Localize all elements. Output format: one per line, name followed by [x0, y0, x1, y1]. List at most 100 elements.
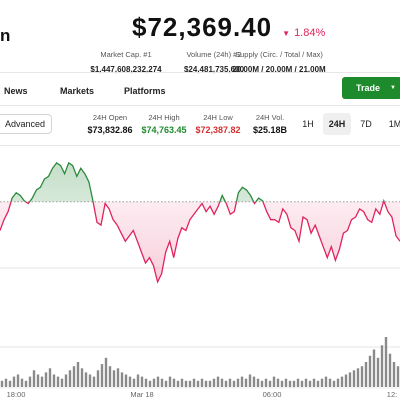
- stat-supply: Supply (Circ. / Total / Max) 20.00M / 20…: [226, 50, 332, 74]
- volume-bar: [388, 353, 392, 387]
- volume-bar: [0, 380, 4, 388]
- volume-bar: [288, 380, 292, 388]
- volume-bar: [328, 378, 332, 387]
- price-area-down: [0, 201, 400, 282]
- volume-bar: [224, 380, 228, 388]
- volume-bar: [100, 364, 104, 387]
- volume-bar: [392, 362, 396, 387]
- volume-bar: [280, 380, 284, 388]
- range-7d-button[interactable]: 7D: [360, 119, 372, 129]
- range-24h-button[interactable]: 24H: [323, 113, 351, 135]
- volume-bar: [72, 366, 76, 387]
- price-line-down: [0, 201, 400, 284]
- volume-bar: [152, 378, 156, 387]
- volume-bar: [312, 378, 316, 387]
- volume-bar: [140, 376, 144, 387]
- price-change-badge: ▼ 1.84%: [282, 27, 325, 39]
- stat-24h-volume: 24H Vol. $25.18B: [248, 113, 292, 135]
- current-price: $72,369.40: [132, 12, 273, 42]
- volume-bar: [316, 380, 320, 388]
- volume-bar: [128, 376, 132, 387]
- volume-bar: [148, 380, 152, 388]
- volume-bar: [220, 378, 224, 387]
- range-1m-button[interactable]: 1M: [388, 119, 400, 129]
- price-area-up: [0, 162, 400, 202]
- tab-platforms[interactable]: Platforms: [124, 86, 166, 96]
- volume-bar: [88, 374, 92, 387]
- stat-24h-open: 24H Open $73,832.86: [84, 113, 136, 135]
- ohl-value: $74,763.45: [141, 125, 187, 135]
- volume-bar: [356, 368, 360, 388]
- volume-bar: [56, 376, 60, 387]
- volume-bar: [60, 378, 64, 387]
- volume-bar: [268, 380, 272, 388]
- volume-bar: [168, 376, 172, 387]
- stat-value: 20.00M / 20.00M / 21.00M: [232, 65, 326, 74]
- volume-bar: [52, 374, 56, 387]
- volume-bar: [276, 378, 280, 387]
- price-header: $72,369.40 ▼ 1.84%: [132, 12, 325, 43]
- ohl-label: 24H Open: [92, 113, 128, 122]
- volume-bar: [4, 378, 8, 387]
- volume-bar: [216, 376, 220, 387]
- volume-bar: [172, 378, 176, 387]
- volume-bar: [256, 378, 260, 387]
- range-1h-button[interactable]: 1H: [302, 119, 314, 129]
- x-tick-label: 18:00: [7, 390, 26, 399]
- tab-markets[interactable]: Markets: [60, 86, 95, 96]
- advanced-button[interactable]: Advanced: [0, 114, 52, 134]
- divider: [0, 145, 400, 146]
- caret-down-icon: ▼: [390, 85, 396, 91]
- volume-bar: [340, 376, 344, 387]
- volume-bar: [188, 380, 192, 388]
- stat-24h-high: 24H High $74,763.45: [138, 113, 190, 135]
- volume-bar: [40, 376, 44, 387]
- volume-bar: [236, 378, 240, 387]
- volume-bar: [32, 370, 36, 387]
- volume-bar: [364, 362, 368, 387]
- volume-bar: [208, 380, 212, 388]
- tab-news[interactable]: News: [4, 86, 28, 96]
- volume-bar: [20, 378, 24, 387]
- volume-bar: [76, 362, 80, 387]
- x-axis-labels: 18:00 Mar 18 06:00 12:: [7, 390, 398, 399]
- volume-bars: [0, 337, 400, 388]
- volume-bar: [84, 372, 88, 387]
- volume-bar: [228, 378, 232, 387]
- volume-bar: [376, 357, 380, 387]
- volume-bar: [380, 345, 384, 387]
- volume-bar: [396, 366, 400, 387]
- volume-bar: [200, 378, 204, 387]
- volume-bar: [116, 368, 120, 388]
- volume-bar: [48, 368, 52, 388]
- volume-bar: [64, 374, 68, 387]
- volume-bar: [292, 380, 296, 388]
- volume-bar: [368, 355, 372, 388]
- price-change-percent: 1.84%: [294, 27, 326, 39]
- volume-bar: [156, 376, 160, 387]
- volume-bar: [24, 380, 28, 388]
- x-tick-label: 06:00: [263, 390, 282, 399]
- volume-bar: [232, 380, 236, 388]
- volume-bar: [176, 380, 180, 388]
- volume-bar: [104, 357, 108, 387]
- volume-bar: [44, 372, 48, 387]
- time-range-selector: 1H 24H 7D 1M: [294, 113, 400, 135]
- volume-bar: [36, 374, 40, 387]
- volume-bar: [244, 378, 248, 387]
- trade-button[interactable]: Trade ▼: [342, 77, 400, 99]
- volume-bar: [384, 337, 388, 387]
- stat-label: Volume (24h) #2: [186, 50, 242, 59]
- volume-bar: [344, 374, 348, 387]
- stat-24h-low: 24H Low $72,387.82: [192, 113, 244, 135]
- price-chart[interactable]: 18:00 Mar 18 06:00 12:: [0, 140, 400, 400]
- volume-bar: [108, 366, 112, 387]
- volume-bar: [192, 378, 196, 387]
- volume-bar: [132, 378, 136, 387]
- volume-bar: [264, 378, 268, 387]
- coin-name: n: [0, 26, 11, 45]
- volume-bar: [348, 372, 352, 387]
- volume-bar: [196, 380, 200, 388]
- volume-bar: [320, 378, 324, 387]
- volume-bar: [360, 366, 364, 387]
